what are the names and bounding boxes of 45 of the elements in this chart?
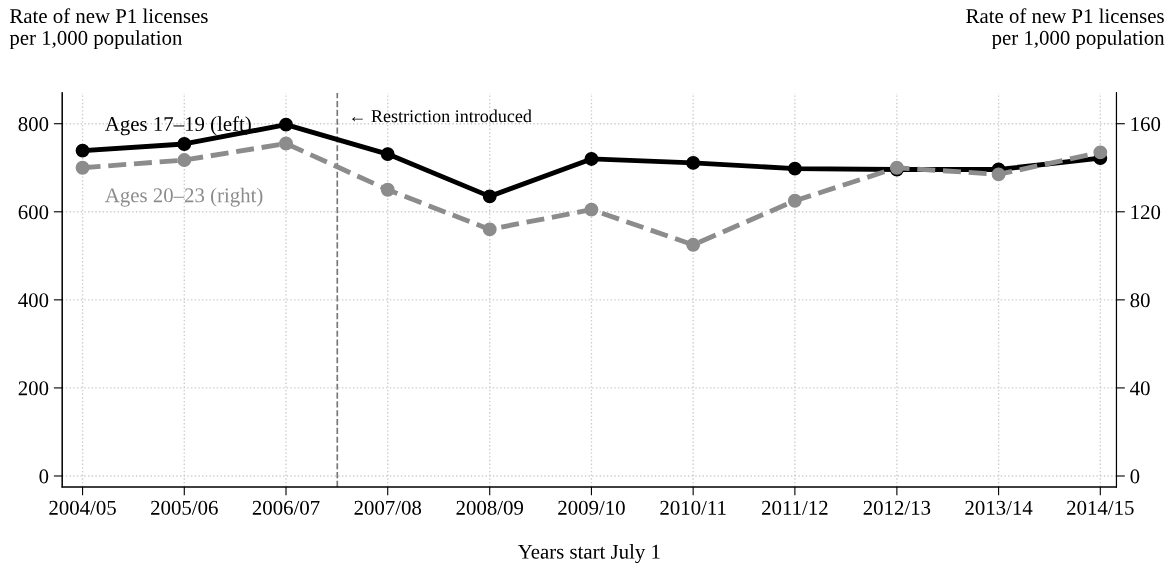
x-tick-label: 2014/15 [1067,500,1134,515]
series-label: Ages 20–23 (right) [104,187,263,207]
point [482,189,497,204]
point [75,143,90,158]
point [482,222,497,237]
x-tick-label: 2004/05 [49,500,116,515]
point [584,202,599,217]
y2-tick-label: 160 [1131,117,1161,132]
point [686,155,701,170]
point [686,237,701,252]
point [279,117,293,132]
point [1093,145,1108,160]
x-tick-label: 2006/07 [252,500,320,515]
x-tick-label: 2008/09 [456,500,524,515]
y2-tick-label: 0 [1130,469,1140,484]
y-tick-label: 200 [18,381,49,396]
point [279,136,293,151]
y2-axis-title: Rate of new P1 licenses per 1,000 population [966,8,1165,50]
y-axis-title: Rate of new P1 licenses per 1,000 population [9,8,208,50]
point [380,147,395,162]
point [75,160,90,175]
point [380,182,395,197]
y2-tick-label: 120 [1131,205,1161,220]
y-tick-label: 0 [39,469,49,484]
x-tick-label: 2009/10 [558,500,625,515]
x-tick-label: 2005/06 [151,500,218,515]
x-tick-label: 2011/12 [762,500,828,515]
x-tick-label: 2013/14 [965,500,1033,515]
y2-tick-label: 80 [1130,293,1150,308]
point [991,167,1006,182]
point [177,137,192,151]
series-label: Ages 17–19 (left) [104,116,251,136]
y-tick-label: 800 [18,117,49,132]
point [177,153,192,167]
y-tick-label: 600 [18,205,49,220]
x-tick-label: 2012/13 [863,500,931,515]
point [787,193,802,208]
ref-line-label: ← Restriction introduced [352,109,532,123]
x-axis-title: Years start July 1 [518,544,660,563]
x-tick-label: 2010/11 [660,500,726,515]
y-tick-label: 400 [18,293,49,308]
point [584,152,599,166]
y2-tick-label: 40 [1130,381,1150,396]
point [787,161,802,176]
x-tick-label: 2007/08 [354,500,422,515]
